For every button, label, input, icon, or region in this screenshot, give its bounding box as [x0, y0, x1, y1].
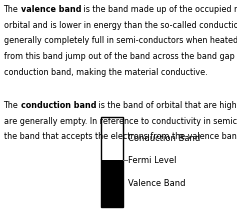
Bar — [101, 117, 123, 207]
Text: is the band of orbital that are high in energy and: is the band of orbital that are high in … — [96, 101, 237, 110]
Text: Valence Band: Valence Band — [128, 179, 186, 188]
Text: conduction band, making the material conductive.: conduction band, making the material con… — [4, 68, 207, 76]
Text: The: The — [4, 5, 21, 14]
Text: valence band: valence band — [21, 5, 81, 14]
Text: orbital and is lower in energy than the so-called conduction band. It is: orbital and is lower in energy than the … — [4, 21, 237, 30]
Text: from this band jump out of the band across the band gap and into the: from this band jump out of the band acro… — [4, 52, 237, 61]
Text: the band that accepts the electrons from the valence band.: the band that accepts the electrons from… — [4, 132, 237, 141]
Text: The: The — [4, 101, 21, 110]
Text: conduction band: conduction band — [21, 101, 96, 110]
Text: Fermi Level: Fermi Level — [128, 155, 177, 165]
Text: Conduction Band: Conduction Band — [128, 134, 200, 143]
Text: are generally empty. In reference to conductivity in semiconductors, it is: are generally empty. In reference to con… — [4, 117, 237, 126]
Text: is the band made up of the occupied molecular: is the band made up of the occupied mole… — [81, 5, 237, 14]
Text: generally completely full in semi-conductors when heated, electrons: generally completely full in semi-conduc… — [4, 36, 237, 45]
Bar — [101, 160, 123, 207]
